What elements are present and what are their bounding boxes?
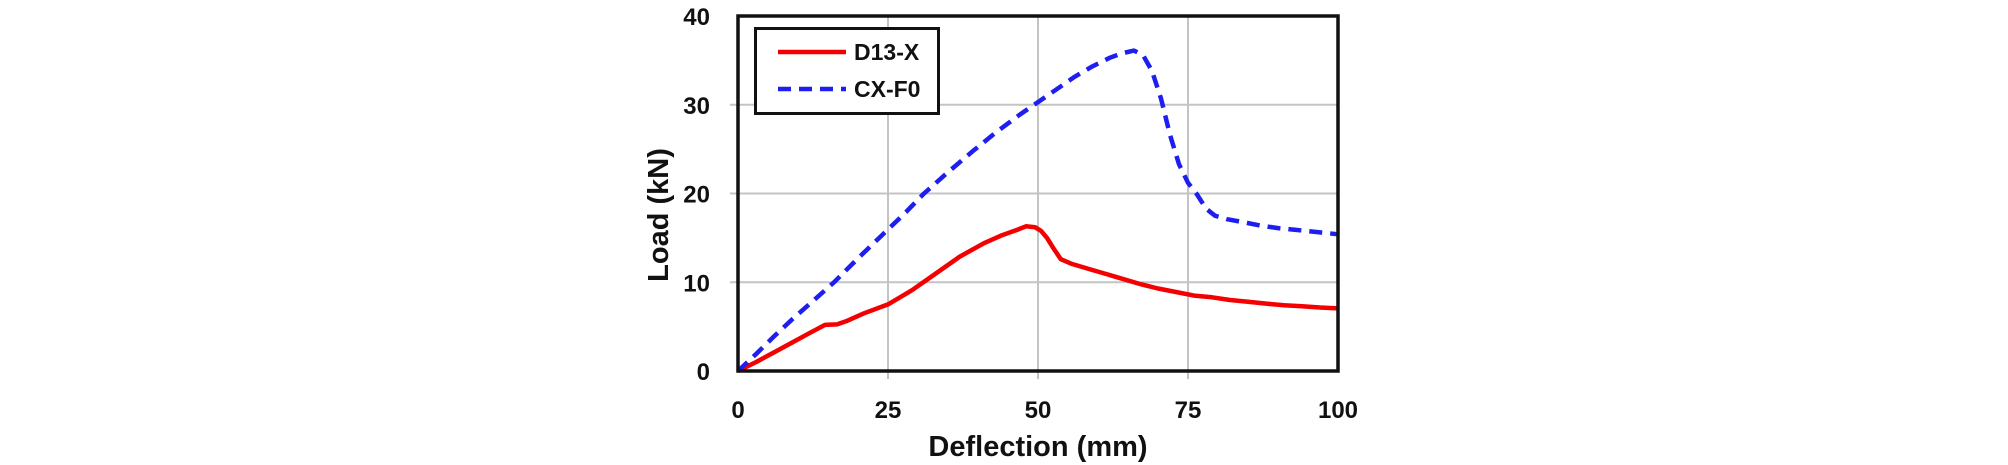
x-tick-label-0: 0 [731,397,744,424]
legend: D13-X CX-F0 [754,27,940,115]
x-tick-label-75: 75 [1175,397,1202,424]
x-tick-label-100: 100 [1318,397,1358,424]
legend-label-d13-x: D13-X [854,39,920,65]
y-tick-label-10: 10 [683,270,710,297]
x-tick-label-25: 25 [875,397,902,424]
y-tick-label-30: 30 [683,93,710,120]
legend-entries: D13-X CX-F0 [778,39,920,102]
y-tick-labels: 0 10 20 30 40 [683,4,710,386]
series-line-cx-f0 [736,48,1339,373]
x-axis-title: Deflection (mm) [928,431,1147,463]
legend-label-cx-f0: CX-F0 [854,76,920,102]
y-axis-title: Load (kN) [643,148,675,282]
series-lines [736,48,1339,374]
x-tick-label-50: 50 [1025,397,1052,424]
y-tick-label-0: 0 [697,359,710,386]
series-line-d13-x [737,224,1339,374]
legend-border [754,27,940,115]
y-tick-label-20: 20 [683,182,710,209]
y-tick-label-40: 40 [683,4,710,31]
x-tick-labels: 0 25 50 75 100 [731,397,1358,424]
plot-border [736,14,1340,373]
